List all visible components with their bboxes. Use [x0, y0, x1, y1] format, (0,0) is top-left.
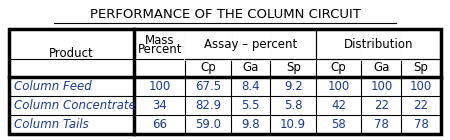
Text: Distribution: Distribution [344, 38, 413, 51]
Text: 67.5: 67.5 [195, 80, 221, 93]
Text: 8.4: 8.4 [241, 80, 260, 93]
Text: 34: 34 [152, 99, 167, 112]
Text: 100: 100 [370, 80, 392, 93]
Text: 100: 100 [410, 80, 432, 93]
Text: Column Tails: Column Tails [14, 118, 89, 131]
Text: 59.0: 59.0 [195, 118, 221, 131]
Text: Ga: Ga [373, 61, 390, 74]
Text: Ga: Ga [243, 61, 259, 74]
Text: 78: 78 [374, 118, 389, 131]
Text: 100: 100 [328, 80, 350, 93]
Text: Mass: Mass [145, 34, 175, 47]
Text: Cp: Cp [331, 61, 346, 74]
Text: Assay – percent: Assay – percent [204, 38, 297, 51]
Text: PERFORMANCE OF THE COLUMN CIRCUIT: PERFORMANCE OF THE COLUMN CIRCUIT [90, 8, 360, 21]
Text: 5.8: 5.8 [284, 99, 302, 112]
Text: Sp: Sp [286, 61, 301, 74]
Text: Percent: Percent [137, 43, 182, 56]
Text: Column Concentrate: Column Concentrate [14, 99, 136, 112]
Bar [9, 29, 441, 134]
Text: 22: 22 [374, 99, 389, 112]
Text: 82.9: 82.9 [195, 99, 221, 112]
Text: Sp: Sp [414, 61, 428, 74]
Text: 100: 100 [148, 80, 171, 93]
Text: 9.8: 9.8 [241, 118, 260, 131]
Text: Column Feed: Column Feed [14, 80, 92, 93]
Text: 22: 22 [414, 99, 428, 112]
Text: 66: 66 [152, 118, 167, 131]
Text: 58: 58 [331, 118, 346, 131]
Text: 10.9: 10.9 [280, 118, 306, 131]
Text: 5.5: 5.5 [241, 99, 260, 112]
Text: 9.2: 9.2 [284, 80, 302, 93]
Text: 78: 78 [414, 118, 428, 131]
Text: Product: Product [49, 46, 94, 60]
Text: 42: 42 [331, 99, 346, 112]
Text: Cp: Cp [200, 61, 216, 74]
